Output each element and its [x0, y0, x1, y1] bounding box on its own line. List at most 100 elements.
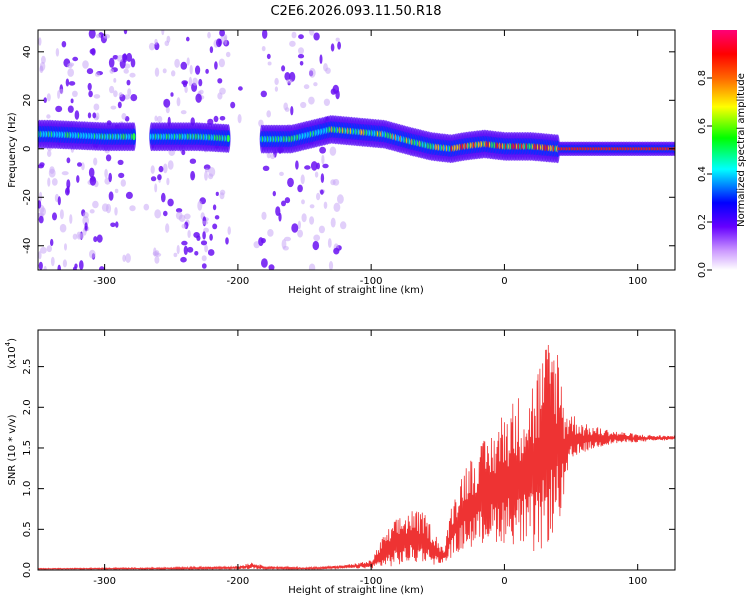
- spectrogram-ylabel: Frequency (Hz): [7, 112, 18, 188]
- heatmap-cell: [205, 68, 209, 74]
- heatmap-cell: [320, 173, 325, 184]
- heatmap-cell: [127, 88, 132, 96]
- heatmap-cell: [163, 98, 171, 108]
- heatmap-cell: [154, 252, 162, 257]
- colorbar: 0.0 0.2 0.4 0.6 0.8 Normalized spectral ampl…: [697, 30, 747, 278]
- heatmap-cell: [186, 57, 190, 66]
- heatmap-cell: [260, 90, 267, 98]
- heatmap-cell: [214, 215, 220, 220]
- snr-xlabel: Height of straight line (km): [288, 585, 424, 596]
- heatmap-cell: [105, 203, 112, 214]
- heatmap-cell: [213, 115, 219, 123]
- heatmap-cell: [297, 220, 301, 230]
- heatmap-cell: [309, 216, 315, 225]
- heatmap-cell: [298, 34, 304, 40]
- heatmap-cell: [298, 47, 304, 55]
- heatmap-cell: [181, 223, 187, 229]
- heatmap-cell: [88, 30, 96, 39]
- heatmap-cell: [327, 238, 332, 248]
- heatmap-cell: [218, 58, 225, 68]
- heatmap-cell: [281, 200, 286, 207]
- heatmap-cell: [337, 41, 341, 50]
- heatmap-cell: [219, 192, 225, 200]
- heatmap-cell: [180, 61, 188, 70]
- heatmap-cell: [108, 191, 114, 201]
- spectrogram-frame: [37, 29, 676, 271]
- heatmap-cell: [330, 217, 336, 228]
- heatmap-cell: [64, 243, 67, 251]
- heatmap-cell: [105, 154, 112, 162]
- heatmap-cell: [69, 214, 73, 224]
- heatmap-cell: [117, 159, 124, 165]
- heatmap-cell: [38, 37, 42, 46]
- colorbar-label: Normalized spectral amplitude: [736, 73, 747, 227]
- heatmap-cell: [258, 237, 264, 247]
- heatmap-cell: [61, 41, 67, 48]
- heatmap-cell: [118, 172, 125, 179]
- heatmap-cell: [180, 110, 187, 115]
- heatmap-cell: [125, 253, 131, 263]
- heatmap-cell: [329, 146, 337, 156]
- heatmap-cell: [157, 174, 162, 181]
- heatmap-cell: [130, 58, 136, 68]
- heatmap-cell: [46, 93, 51, 102]
- heatmap-cell: [330, 88, 337, 95]
- heatmap-cell: [189, 158, 197, 164]
- y-tick-label: 2.0: [22, 399, 33, 415]
- heatmap-cell: [66, 157, 71, 164]
- colorbar-tick-label: 0.4: [697, 166, 708, 182]
- snr-line: [38, 344, 675, 570]
- heatmap-cell: [320, 189, 324, 195]
- x-tick-label: -200: [227, 576, 250, 587]
- heatmap-cell: [316, 162, 320, 170]
- heatmap-cell: [274, 86, 278, 92]
- heatmap-cell: [43, 97, 47, 103]
- heatmap-cell: [266, 110, 272, 118]
- heatmap-cell: [88, 90, 93, 98]
- heatmap-cell: [166, 177, 170, 186]
- heatmap-cell: [176, 97, 181, 107]
- heatmap-cell: [279, 171, 284, 176]
- heatmap-cell: [113, 78, 117, 83]
- heatmap-cell: [158, 165, 164, 173]
- heatmap-cell: [183, 213, 191, 220]
- heatmap-cell: [86, 68, 94, 75]
- x-tick-label: -100: [360, 276, 383, 287]
- heatmap-cell: [297, 184, 303, 193]
- heatmap-cell: [212, 204, 217, 211]
- x-tick-label: 100: [628, 576, 647, 587]
- heatmap-cell: [154, 38, 158, 45]
- heatmap-cell: [61, 171, 69, 176]
- heatmap-cell: [72, 90, 78, 98]
- heatmap-cell: [261, 258, 268, 268]
- heatmap-cell: [81, 162, 85, 171]
- colorbar-tick-label: 0.0: [697, 262, 708, 278]
- heatmap-cell: [267, 61, 272, 66]
- heatmap-cell: [209, 46, 214, 54]
- heatmap-cell: [150, 165, 155, 174]
- snr-series: [38, 344, 675, 570]
- heatmap-cell: [59, 209, 64, 220]
- heatmap-cell: [82, 211, 89, 219]
- heatmap-cell: [322, 163, 329, 169]
- heatmap-cell: [68, 81, 76, 86]
- heatmap-cell: [125, 191, 133, 199]
- heatmap-cell: [274, 77, 279, 86]
- y-tick-label: -40: [22, 238, 33, 254]
- heatmap-cell: [43, 265, 47, 270]
- heatmap-cell: [214, 61, 218, 70]
- heatmap-cell: [261, 211, 267, 220]
- heatmap-cell: [187, 230, 191, 238]
- heatmap-cell: [308, 263, 316, 270]
- heatmap-cell: [93, 236, 98, 243]
- y-tick-label: -20: [22, 189, 33, 205]
- heatmap-cell: [48, 168, 56, 178]
- heatmap-cell: [39, 61, 46, 71]
- heatmap-cell: [318, 225, 325, 234]
- heatmap-cell: [192, 77, 198, 86]
- heatmap-cell: [95, 112, 100, 120]
- heatmap-cell: [91, 48, 96, 56]
- heatmap-cell: [92, 112, 97, 119]
- y-tick-label: 20: [22, 94, 33, 107]
- heatmap-cell: [89, 175, 97, 186]
